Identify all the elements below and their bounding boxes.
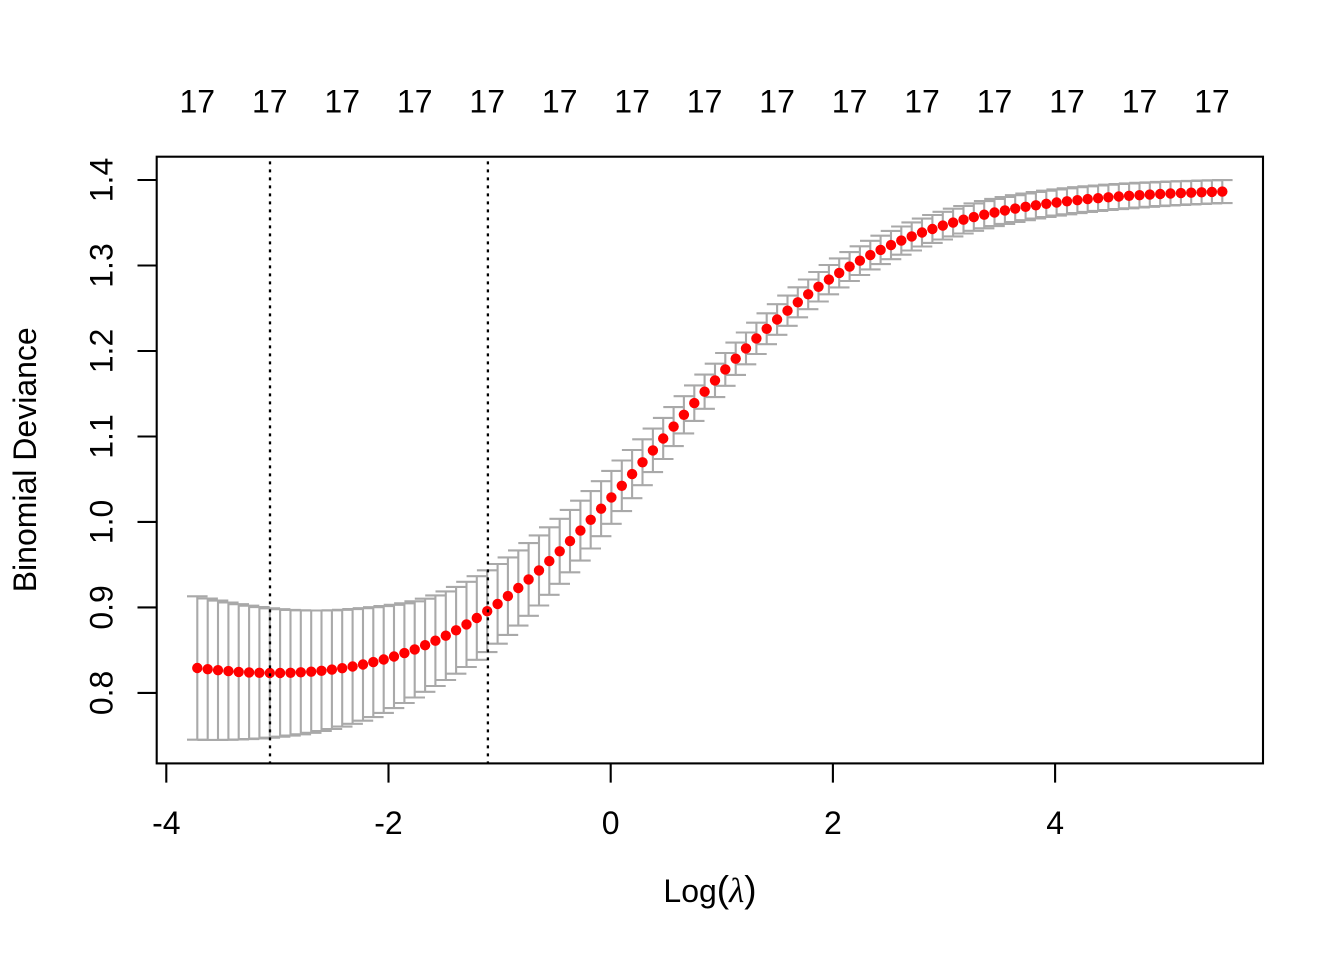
svg-text:17: 17 xyxy=(542,83,578,119)
svg-text:17: 17 xyxy=(252,83,288,119)
svg-text:-2: -2 xyxy=(374,805,402,841)
svg-text:0: 0 xyxy=(602,805,620,841)
svg-text:17: 17 xyxy=(904,83,940,119)
svg-text:2: 2 xyxy=(824,805,842,841)
svg-text:17: 17 xyxy=(1194,83,1230,119)
svg-text:17: 17 xyxy=(1049,83,1085,119)
svg-text:17: 17 xyxy=(1122,83,1158,119)
svg-text:4: 4 xyxy=(1046,805,1064,841)
svg-text:17: 17 xyxy=(759,83,795,119)
svg-text:1.2: 1.2 xyxy=(83,329,119,373)
svg-text:0.9: 0.9 xyxy=(83,585,119,629)
svg-text:17: 17 xyxy=(469,83,505,119)
svg-text:1.3: 1.3 xyxy=(83,243,119,287)
svg-text:17: 17 xyxy=(324,83,360,119)
svg-text:17: 17 xyxy=(687,83,723,119)
svg-text:1.1: 1.1 xyxy=(83,414,119,458)
svg-text:0.8: 0.8 xyxy=(83,671,119,715)
svg-text:17: 17 xyxy=(397,83,433,119)
svg-text:17: 17 xyxy=(180,83,216,119)
svg-text:Binomial Deviance: Binomial Deviance xyxy=(7,327,43,592)
svg-text:17: 17 xyxy=(832,83,868,119)
svg-text:-4: -4 xyxy=(152,805,180,841)
svg-text:Log(λ): Log(λ) xyxy=(663,869,756,910)
svg-text:17: 17 xyxy=(614,83,650,119)
svg-text:1.0: 1.0 xyxy=(83,500,119,544)
svg-text:1.4: 1.4 xyxy=(83,158,119,202)
svg-text:17: 17 xyxy=(977,83,1013,119)
